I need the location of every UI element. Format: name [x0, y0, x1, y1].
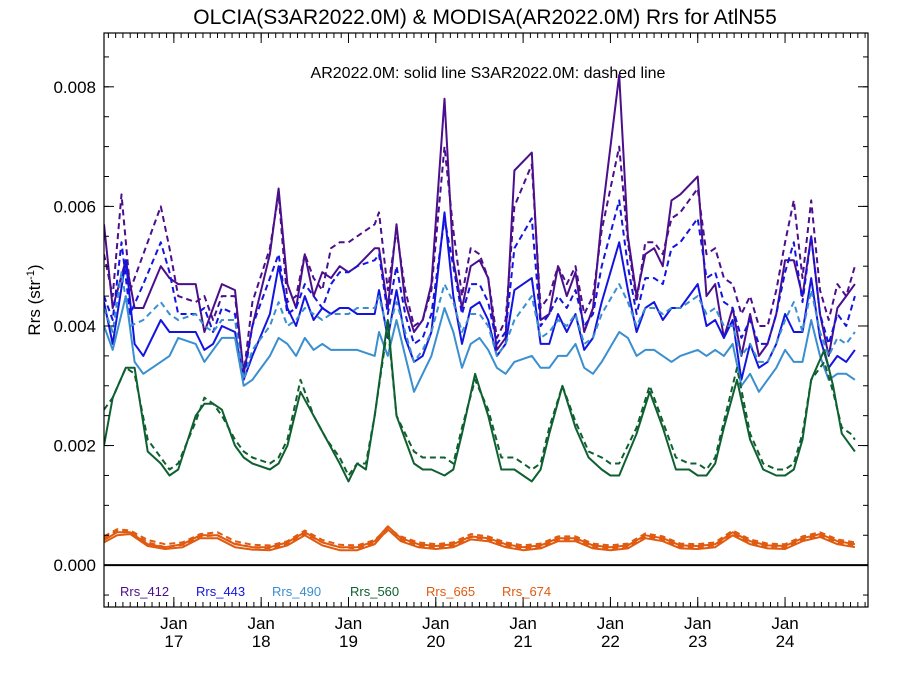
- y-axis-label: Rrs (str-1): [25, 264, 44, 335]
- legend-label-rrs-490: Rrs_490: [272, 584, 321, 599]
- series-line-rrs-560-solid: [104, 319, 856, 483]
- x-tick-label-year: 22: [601, 632, 620, 651]
- x-tick-label-month: Jan: [160, 614, 187, 633]
- x-tick-label-year: 24: [776, 632, 795, 651]
- y-tick-label: 0.006: [53, 197, 96, 216]
- chart-title: OLCIA(S3AR2022.0M) & MODISA(AR2022.0M) R…: [193, 6, 777, 29]
- y-axis-label-end: ): [25, 264, 44, 270]
- series-line-rrs-412-solid: [104, 73, 856, 375]
- x-tick-label-month: Jan: [684, 614, 711, 633]
- y-tick-label: 0.004: [53, 317, 96, 336]
- legend-label-rrs-665: Rrs_665: [426, 584, 475, 599]
- legend-label-rrs-412: Rrs_412: [120, 584, 169, 599]
- series-line-rrs-674-dashed: [104, 529, 856, 550]
- plot-frame: [103, 32, 869, 608]
- y-axis-label-superscript: -1: [25, 270, 37, 280]
- x-tick-label-month: Jan: [247, 614, 274, 633]
- chart-annotation: AR2022.0M: solid line S3AR2022.0M: dashe…: [311, 65, 666, 82]
- y-axis: 0.000 0.002 0.004 0.006 0.008: [53, 56, 868, 596]
- legend-label-rrs-674: Rrs_674: [502, 584, 551, 599]
- y-axis-label-main: Rrs (str: [25, 280, 44, 336]
- x-tick-label-month: Jan: [771, 614, 798, 633]
- y-tick-label: 0.002: [53, 437, 96, 456]
- series-line-rrs-560-dashed: [104, 325, 856, 477]
- x-tick-label-month: Jan: [422, 614, 449, 633]
- series-line-rrs-674-solid: [104, 528, 856, 552]
- series-line-rrs-665-dashed: [104, 527, 856, 547]
- y-tick-label: 0.008: [53, 78, 96, 97]
- x-tick-label-month: Jan: [335, 614, 362, 633]
- x-tick-label-month: Jan: [509, 614, 536, 633]
- series-line-rrs-490-dashed: [104, 271, 856, 381]
- legend: Rrs_412 Rrs_443 Rrs_490 Rrs_560 Rrs_665 Rrs_6…: [120, 584, 551, 599]
- x-tick-label-year: 18: [252, 632, 271, 651]
- legend-label-rrs-560: Rrs_560: [350, 584, 399, 599]
- series-line-rrs-443-solid: [104, 211, 856, 381]
- x-tick-label-year: 19: [339, 632, 358, 651]
- x-tick-label-year: 23: [688, 632, 707, 651]
- y-tick-label: 0.000: [53, 556, 96, 575]
- x-tick-label-year: 21: [514, 632, 533, 651]
- x-tick-label-year: 17: [164, 632, 183, 651]
- legend-label-rrs-443: Rrs_443: [196, 584, 245, 599]
- x-tick-label-month: Jan: [597, 614, 624, 633]
- x-tick-label-year: 20: [426, 632, 445, 651]
- series-line-rrs-443-dashed: [104, 199, 856, 381]
- series-line-rrs-665-solid: [104, 525, 856, 549]
- series-layer: [104, 73, 856, 552]
